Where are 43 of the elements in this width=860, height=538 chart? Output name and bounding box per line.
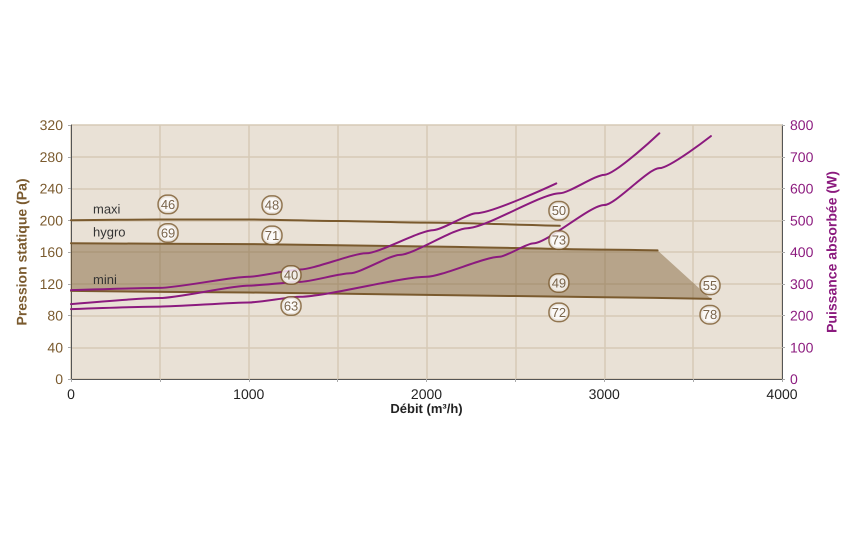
y-tick-label: 200: [40, 212, 64, 228]
annotation: 73: [552, 232, 566, 248]
annotation: 50: [552, 203, 566, 218]
y2-tick-label: 400: [790, 244, 814, 260]
line-series: [70, 218, 561, 227]
x-tick-label: 2000: [410, 386, 442, 402]
y-tick-label: 160: [40, 244, 64, 260]
x-tick-label: 3000: [588, 386, 620, 402]
annotation: 71: [264, 228, 280, 243]
x-axis-title: Débit (m³/h): [390, 400, 463, 416]
x-tick-label: 1000: [233, 386, 265, 402]
y-tick-label: 40: [47, 339, 64, 356]
annotation: 46: [160, 196, 176, 212]
y-axis-title: Pression statique (Pa): [14, 178, 30, 326]
y-tick-label: 280: [40, 148, 64, 165]
y-tick-label: 240: [40, 180, 64, 196]
annotation: 40: [284, 268, 298, 283]
y2-tick-label: 700: [790, 148, 814, 165]
y2-tick-label: 0: [790, 371, 798, 387]
series-label: hygro: [93, 224, 126, 240]
y2-tick-label: 100: [790, 339, 814, 356]
x-tick-label: 4000: [766, 386, 798, 402]
series-label: maxi: [93, 201, 121, 216]
line-series: [70, 290, 712, 300]
x-tick-label: 0: [67, 386, 76, 402]
annotation: 63: [284, 298, 298, 314]
y-tick-label: 320: [40, 117, 64, 133]
annotation: 55: [702, 278, 718, 293]
y2-tick-label: 800: [790, 117, 814, 133]
annotation: 78: [702, 307, 718, 322]
y-tick-label: 80: [47, 308, 64, 324]
y2-tick-label: 500: [790, 212, 814, 228]
annotation: 49: [552, 275, 566, 290]
annotation: 48: [264, 198, 280, 213]
y2-tick-label: 600: [790, 180, 814, 196]
y2-tick-label: 200: [790, 308, 814, 324]
y2-axis-title: Puissance absorbée (W): [823, 171, 840, 333]
annotation: 72: [552, 304, 566, 320]
y-tick-label: 0: [55, 371, 64, 387]
y2-tick-label: 300: [790, 276, 814, 292]
y-tick-label: 120: [40, 276, 64, 292]
series-label: mini: [93, 272, 117, 287]
annotation: 69: [160, 225, 176, 240]
